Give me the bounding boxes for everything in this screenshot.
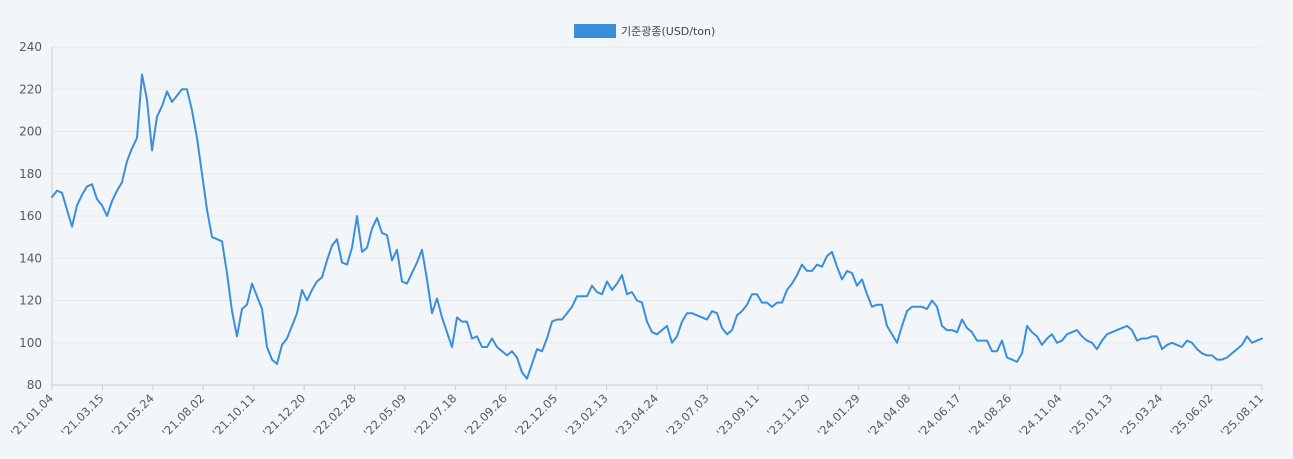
y-axis-ticks: 80 100 120 140 160 180 200 220 240 xyxy=(19,40,42,392)
x-tick-label: '23.04.24 xyxy=(613,391,661,439)
x-tick-label: '21.03.15 xyxy=(58,391,106,439)
legend[interactable]: 기준광종(USD/ton) xyxy=(574,24,715,38)
x-tick-label: '22.02.28 xyxy=(310,391,358,439)
x-tick-label: '21.05.24 xyxy=(109,391,157,439)
legend-swatch[interactable] xyxy=(574,24,616,38)
x-tick-label: '22.09.26 xyxy=(462,391,510,439)
x-tick-label: '24.01.29 xyxy=(814,391,862,439)
series-line xyxy=(51,73,1263,380)
x-tick-label: '24.04.08 xyxy=(865,391,913,439)
x-tick-label: '21.01.04 xyxy=(8,391,56,439)
x-tick-label: '23.11.20 xyxy=(764,391,812,439)
y-tick-label: 80 xyxy=(27,378,42,392)
legend-label[interactable]: 기준광종(USD/ton) xyxy=(621,25,715,38)
y-tick-label: 160 xyxy=(19,209,42,223)
x-tick-label: '22.12.05 xyxy=(512,391,560,439)
x-tick-label: '23.02.13 xyxy=(562,391,610,439)
y-tick-label: 140 xyxy=(19,251,42,265)
x-tick-label: '25.06.02 xyxy=(1167,391,1215,439)
x-tick-label: '24.11.04 xyxy=(1016,391,1064,439)
x-axis-ticks: '21.01.04'21.03.15'21.05.24'21.08.02'21.… xyxy=(8,385,1266,440)
series-layer xyxy=(51,73,1263,380)
y-tick-label: 220 xyxy=(19,82,42,96)
y-tick-label: 200 xyxy=(19,125,42,139)
x-tick-label: '22.05.09 xyxy=(361,391,409,439)
x-tick-label: '25.01.13 xyxy=(1067,391,1115,439)
x-tick-label: '25.03.24 xyxy=(1117,391,1165,439)
x-tick-label: '23.09.11 xyxy=(714,391,762,439)
y-tick-label: 120 xyxy=(19,294,42,308)
x-tick-label: '21.12.20 xyxy=(260,391,308,439)
y-tick-label: 100 xyxy=(19,336,42,350)
x-tick-label: '24.06.17 xyxy=(915,391,963,439)
x-tick-label: '25.08.11 xyxy=(1218,391,1266,439)
x-tick-label: '21.08.02 xyxy=(159,391,207,439)
x-tick-label: '23.07.03 xyxy=(663,391,711,439)
y-tick-label: 180 xyxy=(19,167,42,181)
y-tick-label: 240 xyxy=(19,40,42,54)
x-tick-label: '21.10.11 xyxy=(209,391,257,439)
gridlines xyxy=(52,46,1262,344)
x-tick-label: '24.08.26 xyxy=(966,391,1014,439)
x-tick-label: '22.07.18 xyxy=(411,391,459,439)
